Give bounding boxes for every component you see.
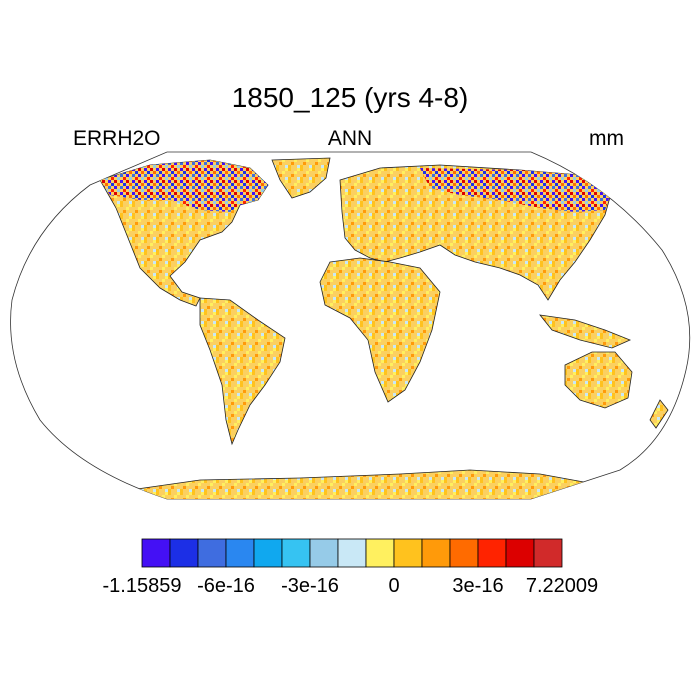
units-label: mm — [589, 127, 624, 150]
map-title: 1850_125 (yrs 4-8) — [231, 82, 469, 113]
colorbar-swatch — [197, 538, 227, 568]
variable-label: ERRH2O — [73, 127, 161, 150]
colorbar-swatch — [253, 538, 283, 568]
colorbar: -1.15859 -6e-16 -3e-16 0 3e-16 7.22009 — [103, 538, 598, 597]
australia-landmass — [564, 351, 633, 409]
africa-landmass — [319, 257, 441, 403]
colorbar-swatch — [505, 538, 535, 568]
colorbar-swatch — [533, 538, 563, 568]
south-america-landmass — [199, 297, 286, 446]
colorbar-label: 0 — [388, 575, 399, 597]
colorbar-label: -1.15859 — [103, 575, 182, 597]
new-zealand-landmass — [649, 399, 669, 429]
colorbar-swatch — [393, 538, 423, 568]
greenland-landmass — [271, 157, 331, 199]
colorbar-swatch — [337, 538, 367, 568]
colorbar-label: -6e-16 — [197, 575, 255, 597]
season-label: ANN — [327, 127, 373, 150]
colorbar-label: -3e-16 — [281, 575, 339, 597]
colorbar-swatch — [225, 538, 255, 568]
colorbar-swatch — [281, 538, 311, 568]
colorbar-label: 7.22009 — [526, 575, 598, 597]
colorbar-swatch — [477, 538, 507, 568]
colorbar-swatch — [449, 538, 479, 568]
colorbar-swatch — [169, 538, 199, 568]
colorbar-swatch — [365, 538, 395, 568]
colorbar-swatch — [421, 538, 451, 568]
antarctica-landmass — [119, 469, 611, 499]
colorbar-swatch — [141, 538, 171, 568]
arctic-siberia-region — [420, 168, 612, 212]
colorbar-swatch — [309, 538, 339, 568]
arctic-canada-region — [100, 160, 268, 212]
southeast-asia-islands — [539, 314, 632, 349]
colorbar-label: 3e-16 — [452, 575, 503, 597]
